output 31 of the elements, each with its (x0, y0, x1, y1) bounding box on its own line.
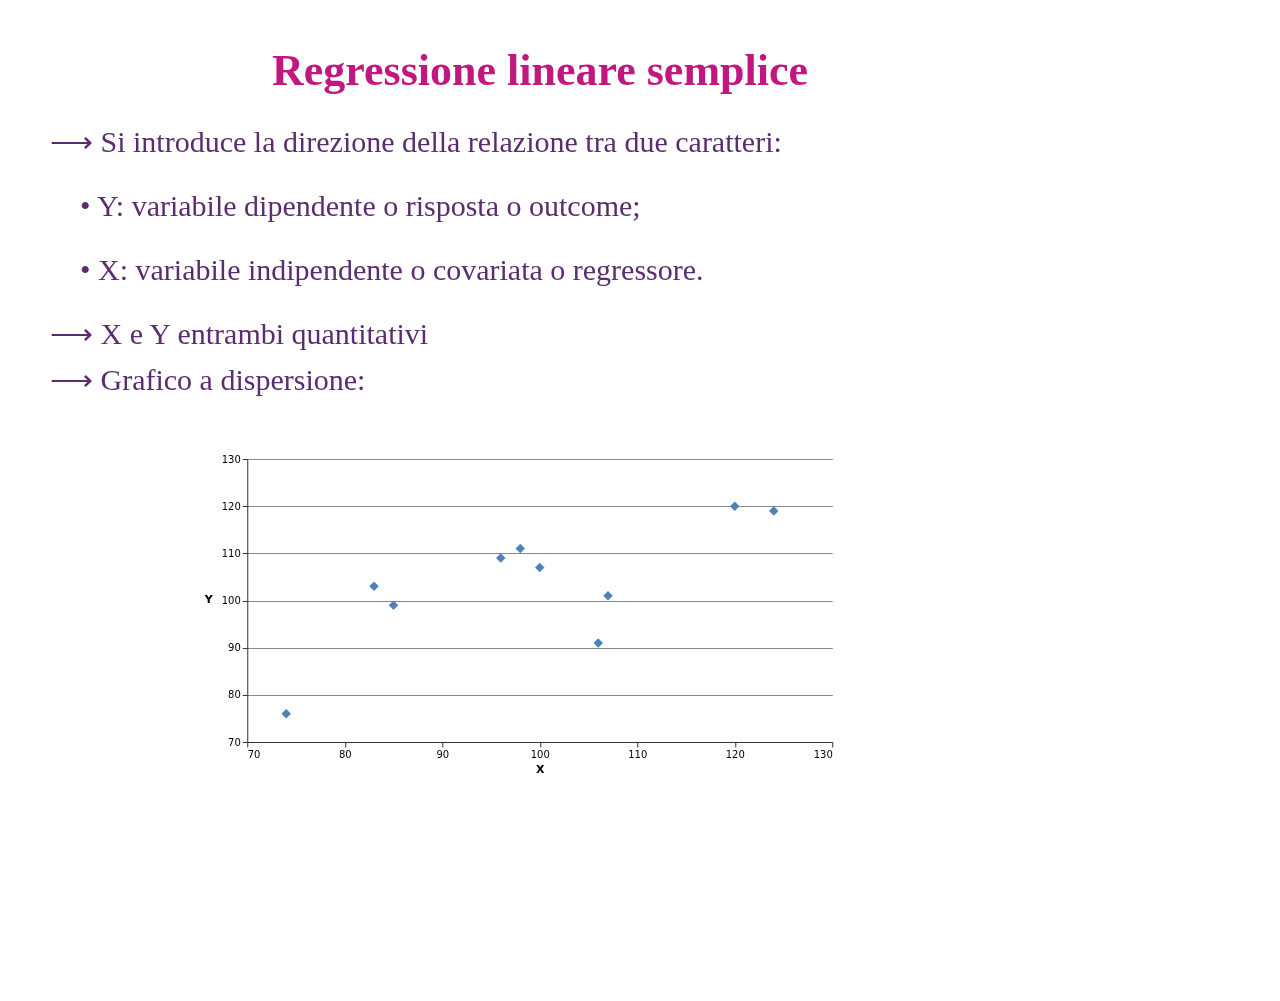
point (496, 553, 506, 563)
y-tick-label: 90 (228, 642, 241, 654)
text: ⟶ Si introduce la direzione della relazione tra due caratteri: (50, 125, 782, 159)
y-tick-label: 110 (221, 547, 241, 559)
point (535, 562, 545, 573)
point (593, 638, 603, 648)
x-tick-label: 90 (436, 748, 450, 760)
x-tick-label: 70 (247, 748, 261, 760)
text: ⟶ Grafico a dispersione: (50, 363, 366, 397)
y-tick-label: 100 (221, 595, 241, 606)
x-axis-title: X (536, 762, 546, 776)
x-tick-label: 120 (725, 748, 745, 760)
text: ⟶ X e Y entrambi quantitativi (50, 316, 429, 350)
text: • X: variabile indipendente o covariata o regressore. (80, 252, 704, 286)
y-tick-label: 120 (221, 500, 241, 512)
x-tick-label: 100 (530, 748, 550, 760)
point (515, 543, 525, 554)
x-tick-label: 130 (813, 748, 833, 760)
text: • Y: variabile dipendente o risposta o outcome; (80, 189, 641, 223)
point (769, 506, 779, 516)
x-tick-label: 80 (338, 748, 352, 760)
point (730, 501, 740, 511)
chart-title: Regressione lineare semplice (271, 46, 809, 95)
y-tick-label: 130 (221, 453, 241, 465)
point (369, 581, 379, 592)
y-tick-label: 70 (228, 736, 241, 748)
x-tick-label: 110 (628, 748, 648, 760)
point (388, 600, 399, 610)
y-tick-label: 80 (228, 689, 241, 701)
point (281, 708, 291, 719)
y-axis-title: Y (203, 592, 214, 606)
